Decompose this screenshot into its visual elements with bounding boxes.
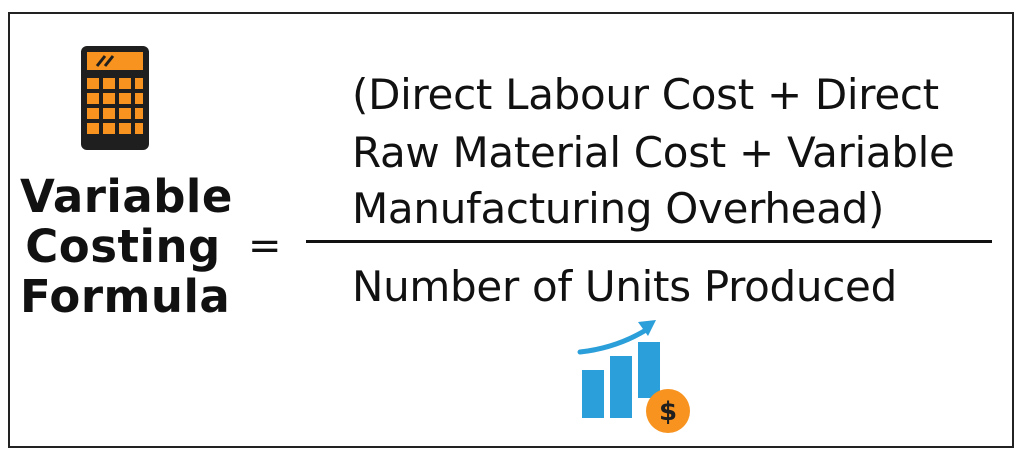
fraction-bar [306, 240, 992, 243]
title-line-3: Formula [20, 270, 231, 323]
numerator-line-2: Raw Material Cost + Variable [352, 128, 955, 177]
title-line-2: Costing [25, 220, 221, 273]
calculator-icon [81, 46, 149, 150]
title-line-1: Variable [20, 170, 233, 223]
equals-sign: = [248, 223, 282, 269]
dollar-symbol: $ [659, 397, 677, 427]
numerator-line-1: (Direct Labour Cost + Direct [352, 70, 939, 119]
bar-chart-dollar-icon: $ [577, 320, 690, 433]
denominator: Number of Units Produced [352, 262, 897, 311]
numerator-line-3: Manufacturing Overhead) [352, 184, 885, 233]
formula-frame [8, 12, 1014, 448]
